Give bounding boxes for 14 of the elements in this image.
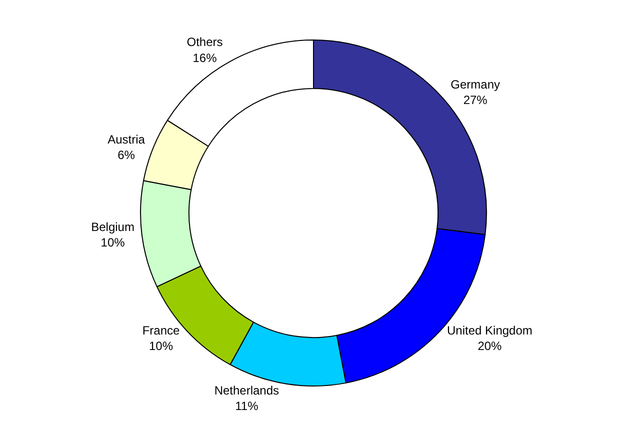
- slice-label: Belgium: [91, 220, 134, 234]
- data-label: 6%: [118, 148, 136, 162]
- data-label: 27%: [463, 92, 488, 107]
- data-label: 16%: [192, 50, 218, 65]
- data-label: 10%: [100, 236, 126, 250]
- data-label: 11%: [235, 399, 259, 414]
- data-label: 10%: [148, 339, 174, 354]
- data-label: 20%: [478, 339, 502, 354]
- slice-label: Germany: [450, 77, 500, 92]
- slice-label: Netherlands: [214, 384, 280, 398]
- slice-label: Others: [186, 35, 223, 50]
- slice-label: Austria: [108, 132, 146, 147]
- slice-label: France: [142, 324, 180, 338]
- slice-label: United Kingdom: [447, 324, 532, 338]
